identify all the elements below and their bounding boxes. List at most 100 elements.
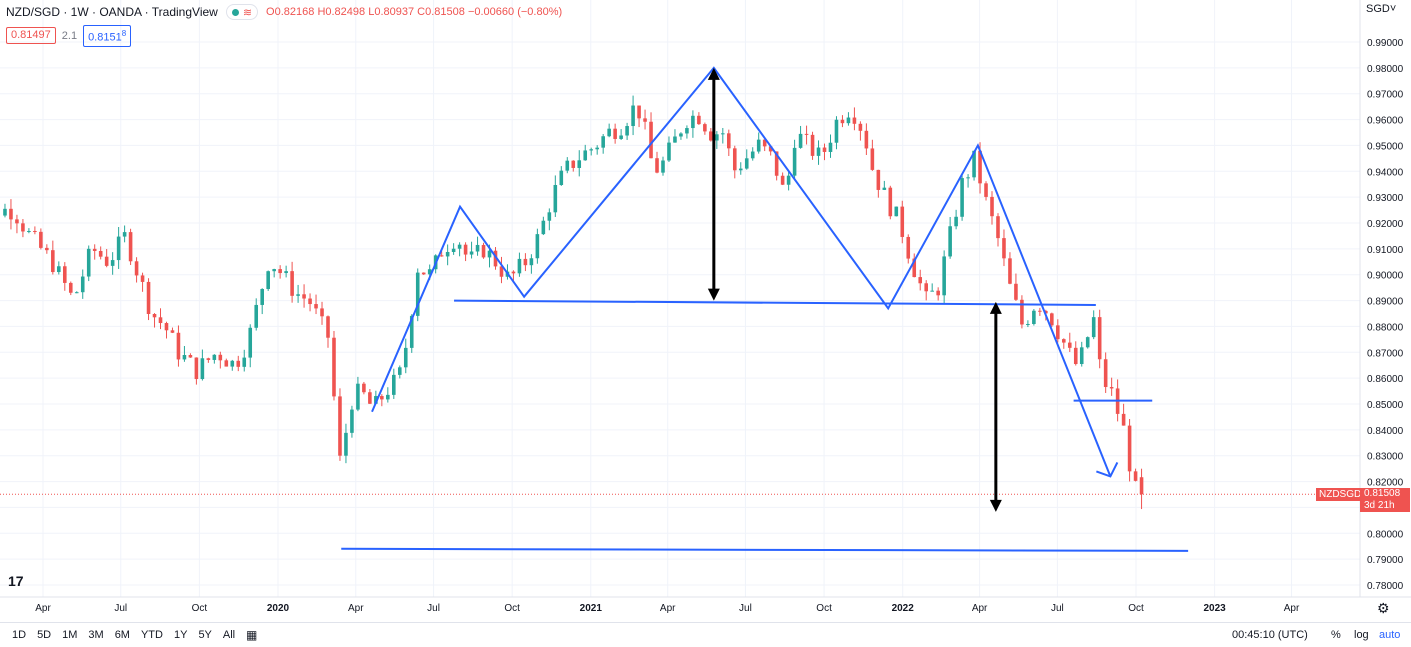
candle-body: [768, 146, 773, 152]
wave-icon: ≋: [242, 6, 253, 19]
x-tick-label: Jul: [114, 603, 127, 614]
candle-body: [439, 255, 444, 257]
buy-button[interactable]: 0.81518: [83, 25, 132, 47]
candle-body: [870, 148, 875, 170]
utc-clock[interactable]: 00:45:10 (UTC): [1232, 629, 1308, 641]
range-1m[interactable]: 1M: [62, 629, 78, 641]
candle-body: [33, 231, 37, 233]
bottom-toolbar: 1D 5D 1M 3M 6M YTD 1Y 5Y All ▦ 00:45:10 …: [0, 622, 1411, 647]
candle-body: [362, 383, 366, 393]
x-tick-label: Jul: [1051, 603, 1064, 614]
y-tick-label: 0.82000: [1367, 478, 1404, 489]
x-tick-label: 2020: [267, 603, 290, 614]
candle-body: [242, 357, 247, 367]
candle-body: [900, 206, 905, 237]
candle-body: [1050, 313, 1054, 326]
candle-body: [894, 206, 899, 217]
candle-body: [565, 160, 570, 171]
sell-button[interactable]: 0.81497: [6, 27, 56, 45]
candle-body: [374, 396, 378, 404]
candle-body: [332, 337, 336, 397]
chart-header: NZD/SGD · 1W · OANDA · TradingView ≋ O0.…: [6, 4, 562, 20]
candle-body: [368, 392, 372, 404]
candle-body: [906, 236, 911, 259]
candle-body: [409, 315, 414, 348]
candle-body: [1044, 310, 1048, 314]
projection-arrowhead: [1096, 461, 1119, 478]
y-tick-label: 0.91000: [1367, 245, 1404, 256]
range-5y[interactable]: 5Y: [198, 629, 212, 641]
candle-body: [290, 271, 294, 296]
candle-body: [852, 117, 857, 124]
candle-body: [990, 196, 994, 217]
candle-body: [703, 124, 707, 132]
candle-body: [415, 272, 420, 316]
range-3m[interactable]: 3M: [88, 629, 104, 641]
candle-body: [1109, 387, 1114, 389]
log-toggle[interactable]: log: [1354, 629, 1369, 641]
candle-body: [661, 160, 665, 173]
candle-body: [134, 261, 139, 276]
range-all[interactable]: All: [222, 629, 236, 641]
range-6m[interactable]: 6M: [114, 629, 130, 641]
chart[interactable]: 0.99000 0.98000 0.97000 0.96000 0.95000 0.940…: [0, 0, 1411, 622]
candle-body: [1121, 413, 1126, 426]
candle-body: [194, 357, 199, 380]
candle-body: [631, 105, 635, 127]
range-1y[interactable]: 1Y: [173, 629, 188, 641]
close-value: C0.81508: [417, 6, 465, 18]
candle-body: [655, 158, 659, 173]
symbol-title[interactable]: NZD/SGD · 1W · OANDA · TradingView: [6, 5, 218, 19]
ask-value: 0.8151: [88, 31, 122, 44]
candle-body: [350, 409, 354, 433]
market-status-pill[interactable]: ≋: [225, 4, 259, 20]
range-5d[interactable]: 5D: [37, 629, 52, 641]
candle-body: [978, 150, 982, 184]
candle-body: [541, 220, 546, 235]
candle-body: [27, 231, 31, 233]
currency-selector[interactable]: SGD˅: [1366, 3, 1397, 15]
candle-body: [966, 177, 970, 179]
auto-scale-toggle[interactable]: auto: [1379, 629, 1401, 641]
x-tick-label: Apr: [348, 603, 364, 614]
candle-body: [589, 149, 594, 151]
candle-body: [421, 272, 426, 275]
calendar-icon[interactable]: ▦: [246, 628, 258, 642]
candle-body: [110, 260, 115, 266]
candle-body: [1032, 310, 1036, 324]
candle-body: [888, 187, 893, 217]
candle-body: [1026, 323, 1030, 325]
candle-body: [176, 332, 181, 360]
candle-body: [691, 115, 695, 129]
candle-body: [248, 327, 253, 358]
candle-body: [601, 136, 605, 148]
candle-body: [840, 119, 845, 124]
gear-icon[interactable]: ⚙: [1377, 600, 1390, 616]
percent-toggle[interactable]: %: [1331, 629, 1341, 641]
candle-body: [493, 250, 498, 267]
y-tick-label: 0.83000: [1367, 452, 1404, 463]
candle-body: [140, 275, 145, 282]
y-tick-label: 0.87000: [1367, 348, 1404, 359]
candle-body: [738, 168, 743, 171]
x-tick-label: Oct: [192, 603, 208, 614]
candle-body: [876, 169, 881, 190]
candle-body: [679, 133, 683, 137]
horizontal-level-line: [454, 299, 1096, 306]
ohlc-values: O0.82168 H0.82498 L0.80937 C0.81508 −0.0…: [266, 6, 562, 18]
x-tick-label: 2023: [1203, 603, 1226, 614]
candle-body: [1014, 283, 1018, 300]
candle-body: [224, 360, 229, 367]
candle-body: [637, 105, 641, 119]
range-1d[interactable]: 1D: [12, 629, 27, 641]
tradingview-logo[interactable]: 17: [8, 573, 24, 589]
candle-body: [158, 317, 163, 324]
last-price-tag: 0.81508 3d 21h: [1360, 488, 1410, 512]
candle-body: [21, 223, 25, 232]
range-ytd[interactable]: YTD: [140, 629, 163, 641]
candle-body: [912, 258, 917, 278]
candle-body: [427, 269, 432, 275]
candle-body: [320, 308, 324, 317]
candle-body: [685, 128, 689, 134]
candle-body: [218, 354, 223, 361]
